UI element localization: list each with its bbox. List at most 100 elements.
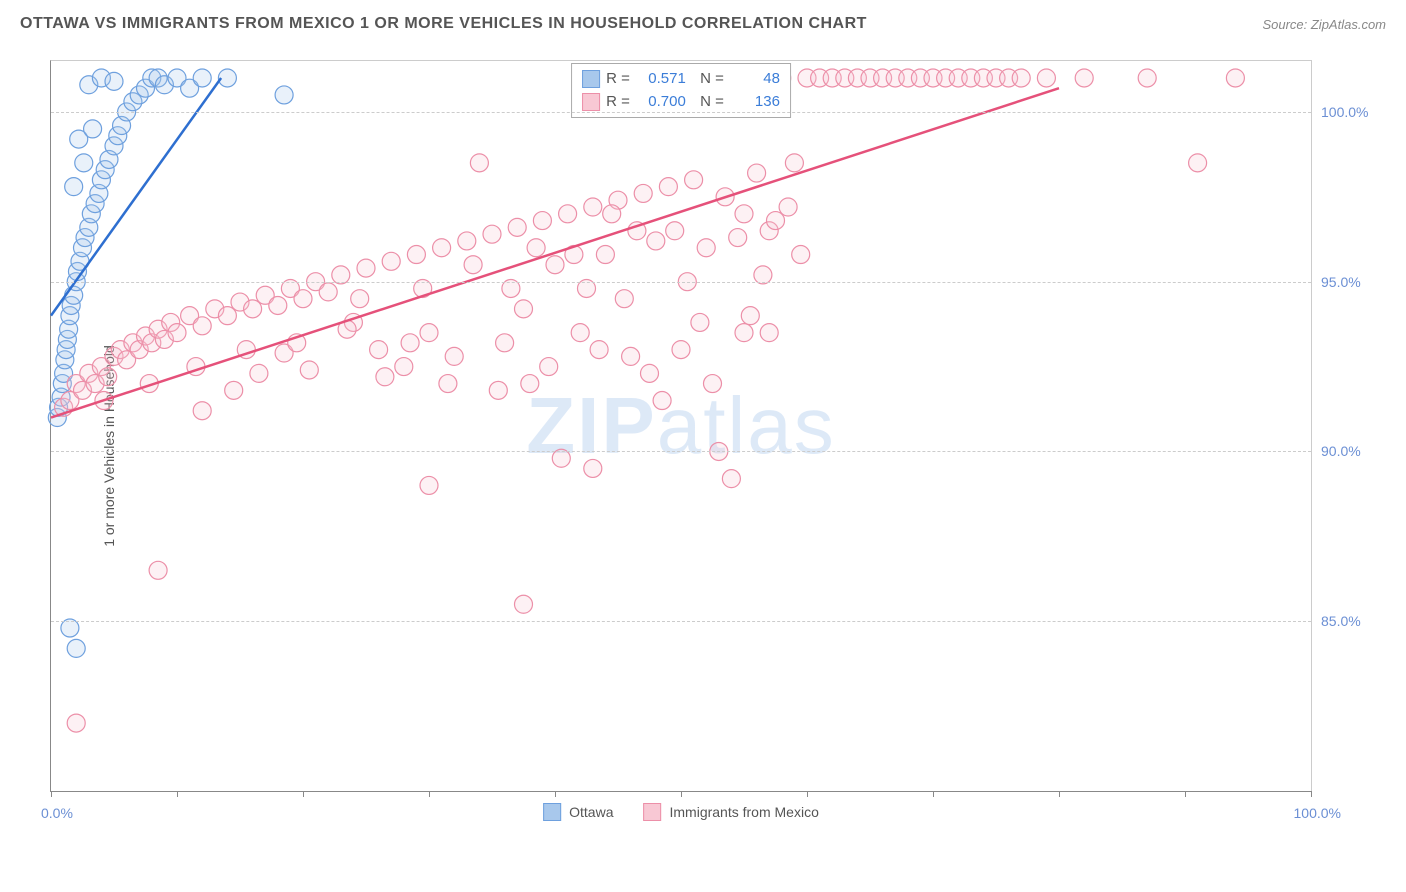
scatter-point — [672, 341, 690, 359]
x-axis-end-label: 100.0% — [1294, 805, 1341, 821]
stats-row-ottawa: R = 0.571 N = 48 — [582, 68, 780, 91]
y-tick-label: 85.0% — [1321, 613, 1381, 629]
scatter-point — [659, 178, 677, 196]
stats-row-mexico: R = 0.700 N = 136 — [582, 91, 780, 114]
scatter-point — [99, 368, 117, 386]
scatter-point — [395, 358, 413, 376]
legend-item-ottawa: Ottawa — [543, 803, 613, 821]
scatter-point — [647, 232, 665, 250]
chart-plot-area: ZIPatlas R = 0.571 N = 48 R = 0.700 N = … — [50, 60, 1312, 792]
scatter-point — [508, 218, 526, 236]
scatter-point — [603, 205, 621, 223]
scatter-point — [1075, 69, 1093, 87]
scatter-point — [748, 164, 766, 182]
scatter-point — [540, 358, 558, 376]
scatter-point — [67, 639, 85, 657]
gridline-h — [51, 451, 1311, 452]
scatter-point — [641, 364, 659, 382]
scatter-svg — [51, 61, 1311, 791]
scatter-point — [275, 86, 293, 104]
scatter-point — [1226, 69, 1244, 87]
x-tick — [51, 791, 52, 797]
scatter-point — [559, 205, 577, 223]
x-tick — [1311, 791, 1312, 797]
scatter-point — [464, 256, 482, 274]
scatter-point — [67, 714, 85, 732]
legend-label-ottawa: Ottawa — [569, 804, 613, 820]
scatter-point — [420, 324, 438, 342]
x-tick — [429, 791, 430, 797]
scatter-point — [596, 246, 614, 264]
x-tick — [807, 791, 808, 797]
scatter-point — [75, 154, 93, 172]
scatter-point — [1189, 154, 1207, 172]
scatter-point — [433, 239, 451, 257]
legend-label-mexico: Immigrants from Mexico — [670, 804, 819, 820]
stats-r-label: R = — [606, 91, 630, 114]
scatter-point — [445, 347, 463, 365]
scatter-point — [168, 324, 186, 342]
scatter-point — [149, 561, 167, 579]
scatter-point — [407, 246, 425, 264]
stats-r-value-ottawa: 0.571 — [636, 68, 686, 91]
scatter-point — [704, 375, 722, 393]
scatter-point — [546, 256, 564, 274]
scatter-point — [193, 317, 211, 335]
legend-swatch-mexico — [644, 803, 662, 821]
legend-bottom: Ottawa Immigrants from Mexico — [543, 803, 819, 821]
scatter-point — [634, 184, 652, 202]
scatter-point — [218, 307, 236, 325]
x-tick — [555, 791, 556, 797]
stats-swatch-ottawa — [582, 70, 600, 88]
scatter-point — [269, 296, 287, 314]
scatter-point — [515, 595, 533, 613]
scatter-point — [225, 381, 243, 399]
stats-n-label: N = — [692, 91, 724, 114]
scatter-point — [515, 300, 533, 318]
scatter-point — [250, 364, 268, 382]
stats-n-label: N = — [692, 68, 724, 91]
scatter-point — [615, 290, 633, 308]
scatter-point — [622, 347, 640, 365]
x-tick — [933, 791, 934, 797]
scatter-point — [244, 300, 262, 318]
scatter-point — [105, 72, 123, 90]
scatter-point — [193, 69, 211, 87]
scatter-point — [760, 324, 778, 342]
chart-title: OTTAWA VS IMMIGRANTS FROM MEXICO 1 OR MO… — [20, 15, 867, 33]
stats-n-value-ottawa: 48 — [730, 68, 780, 91]
scatter-point — [382, 252, 400, 270]
scatter-point — [735, 205, 753, 223]
scatter-point — [666, 222, 684, 240]
scatter-point — [483, 225, 501, 243]
scatter-point — [767, 212, 785, 230]
scatter-point — [470, 154, 488, 172]
scatter-point — [300, 361, 318, 379]
scatter-point — [685, 171, 703, 189]
legend-item-mexico: Immigrants from Mexico — [644, 803, 819, 821]
scatter-point — [521, 375, 539, 393]
y-tick-label: 100.0% — [1321, 104, 1381, 120]
scatter-point — [590, 341, 608, 359]
scatter-point — [735, 324, 753, 342]
scatter-point — [691, 313, 709, 331]
y-tick-label: 90.0% — [1321, 443, 1381, 459]
scatter-point — [294, 290, 312, 308]
scatter-point — [785, 154, 803, 172]
scatter-point — [533, 212, 551, 230]
x-axis-start-label: 0.0% — [41, 805, 73, 821]
scatter-point — [792, 246, 810, 264]
scatter-point — [527, 239, 545, 257]
scatter-point — [458, 232, 476, 250]
x-tick — [303, 791, 304, 797]
scatter-point — [1138, 69, 1156, 87]
stats-swatch-mexico — [582, 93, 600, 111]
legend-swatch-ottawa — [543, 803, 561, 821]
correlation-stats-box: R = 0.571 N = 48 R = 0.700 N = 136 — [571, 63, 791, 118]
y-tick-label: 95.0% — [1321, 274, 1381, 290]
source-label: Source: ZipAtlas.com — [1262, 17, 1386, 32]
scatter-point — [697, 239, 715, 257]
x-tick — [1185, 791, 1186, 797]
x-tick — [177, 791, 178, 797]
scatter-point — [357, 259, 375, 277]
